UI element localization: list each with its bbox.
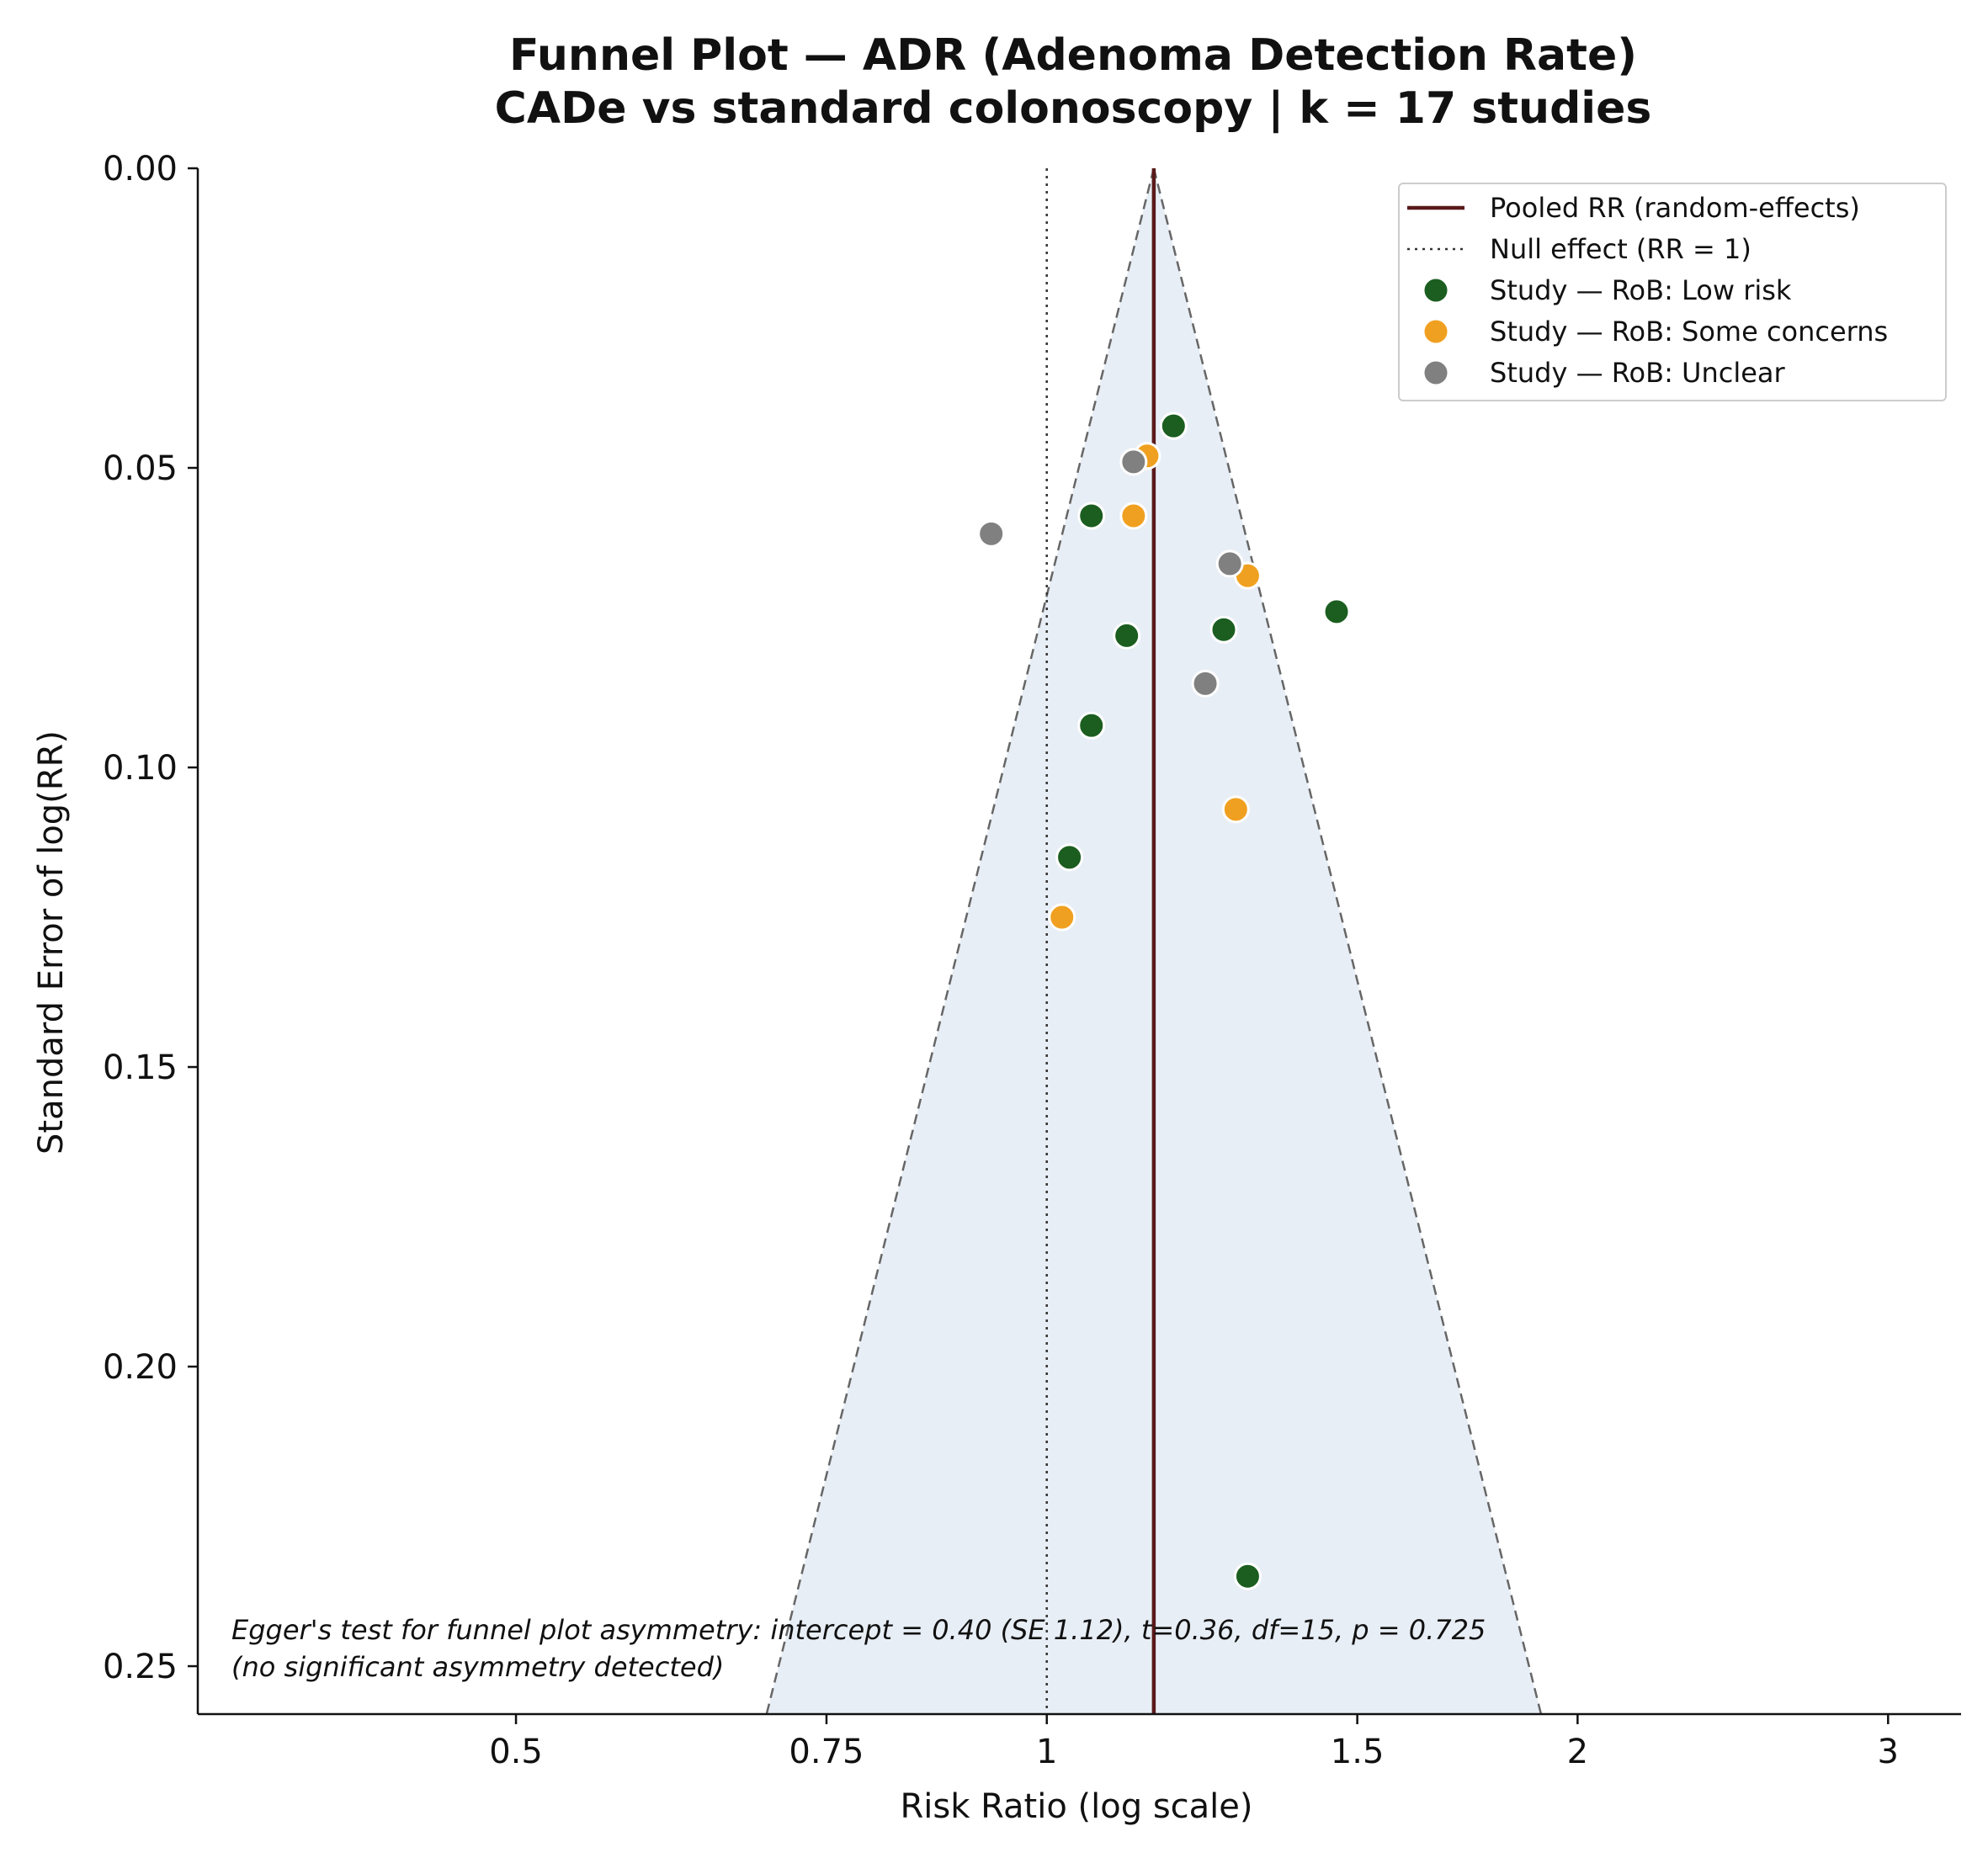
legend-label: Study — RoB: Low risk bbox=[1490, 274, 1792, 306]
study-point bbox=[1077, 711, 1106, 740]
y-axis-label: Standard Error of log(RR) bbox=[32, 730, 71, 1155]
x-tick-label: 2 bbox=[1567, 1733, 1588, 1771]
legend-label: Null effect (RR = 1) bbox=[1490, 233, 1751, 265]
legend-label: Study — RoB: Some concerns bbox=[1490, 316, 1888, 348]
funnel-left-limit bbox=[765, 167, 1156, 1715]
study-point bbox=[1233, 1562, 1262, 1590]
study-point bbox=[1215, 549, 1244, 578]
legend-marker-swatch bbox=[1422, 317, 1450, 346]
chart-title: Funnel Plot — ADR (Adenoma Detection Rat… bbox=[509, 30, 1637, 81]
x-tick-label: 1 bbox=[1036, 1733, 1057, 1771]
study-point bbox=[1322, 597, 1351, 626]
study-point bbox=[1077, 502, 1106, 530]
study-point bbox=[977, 519, 1006, 548]
legend-marker-swatch bbox=[1422, 358, 1450, 387]
y-tick-label: 0.00 bbox=[103, 150, 178, 188]
study-point bbox=[1113, 621, 1141, 650]
legend-marker-swatch bbox=[1422, 276, 1450, 305]
study-point bbox=[1119, 448, 1148, 476]
study-point bbox=[1119, 502, 1148, 530]
y-tick-label: 0.15 bbox=[103, 1048, 178, 1087]
egger-annotation-line-2: (no significant asymmetry detected) bbox=[231, 1651, 724, 1683]
chart-subtitle: CADe vs standard colonoscopy | k = 17 st… bbox=[495, 83, 1652, 134]
x-tick-label: 0.5 bbox=[489, 1733, 543, 1771]
study-point bbox=[1209, 615, 1238, 644]
y-tick-label: 0.25 bbox=[103, 1648, 178, 1686]
egger-annotation-line-1: Egger's test for funnel plot asymmetry: … bbox=[231, 1614, 1486, 1646]
study-point bbox=[1055, 843, 1084, 872]
plot-area: 0.5 0.75 1 1.5 2 3 0.00 0.05 0.10 0.15 0.20 0.25 bbox=[103, 150, 1961, 1771]
study-point bbox=[1159, 411, 1188, 440]
x-tick-label: 0.75 bbox=[789, 1733, 864, 1771]
legend: Pooled RR (random-effects) Null effect (R… bbox=[1398, 183, 1947, 401]
study-point bbox=[1048, 903, 1076, 932]
y-tick-label: 0.05 bbox=[103, 449, 178, 488]
y-tick-label: 0.20 bbox=[103, 1348, 178, 1387]
legend-label: Study — RoB: Unclear bbox=[1490, 357, 1786, 389]
x-tick-label: 3 bbox=[1878, 1733, 1899, 1771]
funnel-right-limit bbox=[1152, 167, 1543, 1715]
legend-box bbox=[1398, 183, 1947, 401]
study-point bbox=[1221, 795, 1250, 824]
x-tick-label: 1.5 bbox=[1331, 1733, 1385, 1771]
x-axis-label: Risk Ratio (log scale) bbox=[900, 1787, 1252, 1826]
legend-label: Pooled RR (random-effects) bbox=[1490, 192, 1860, 224]
y-tick-label: 0.10 bbox=[103, 749, 178, 788]
study-point bbox=[1191, 669, 1220, 698]
